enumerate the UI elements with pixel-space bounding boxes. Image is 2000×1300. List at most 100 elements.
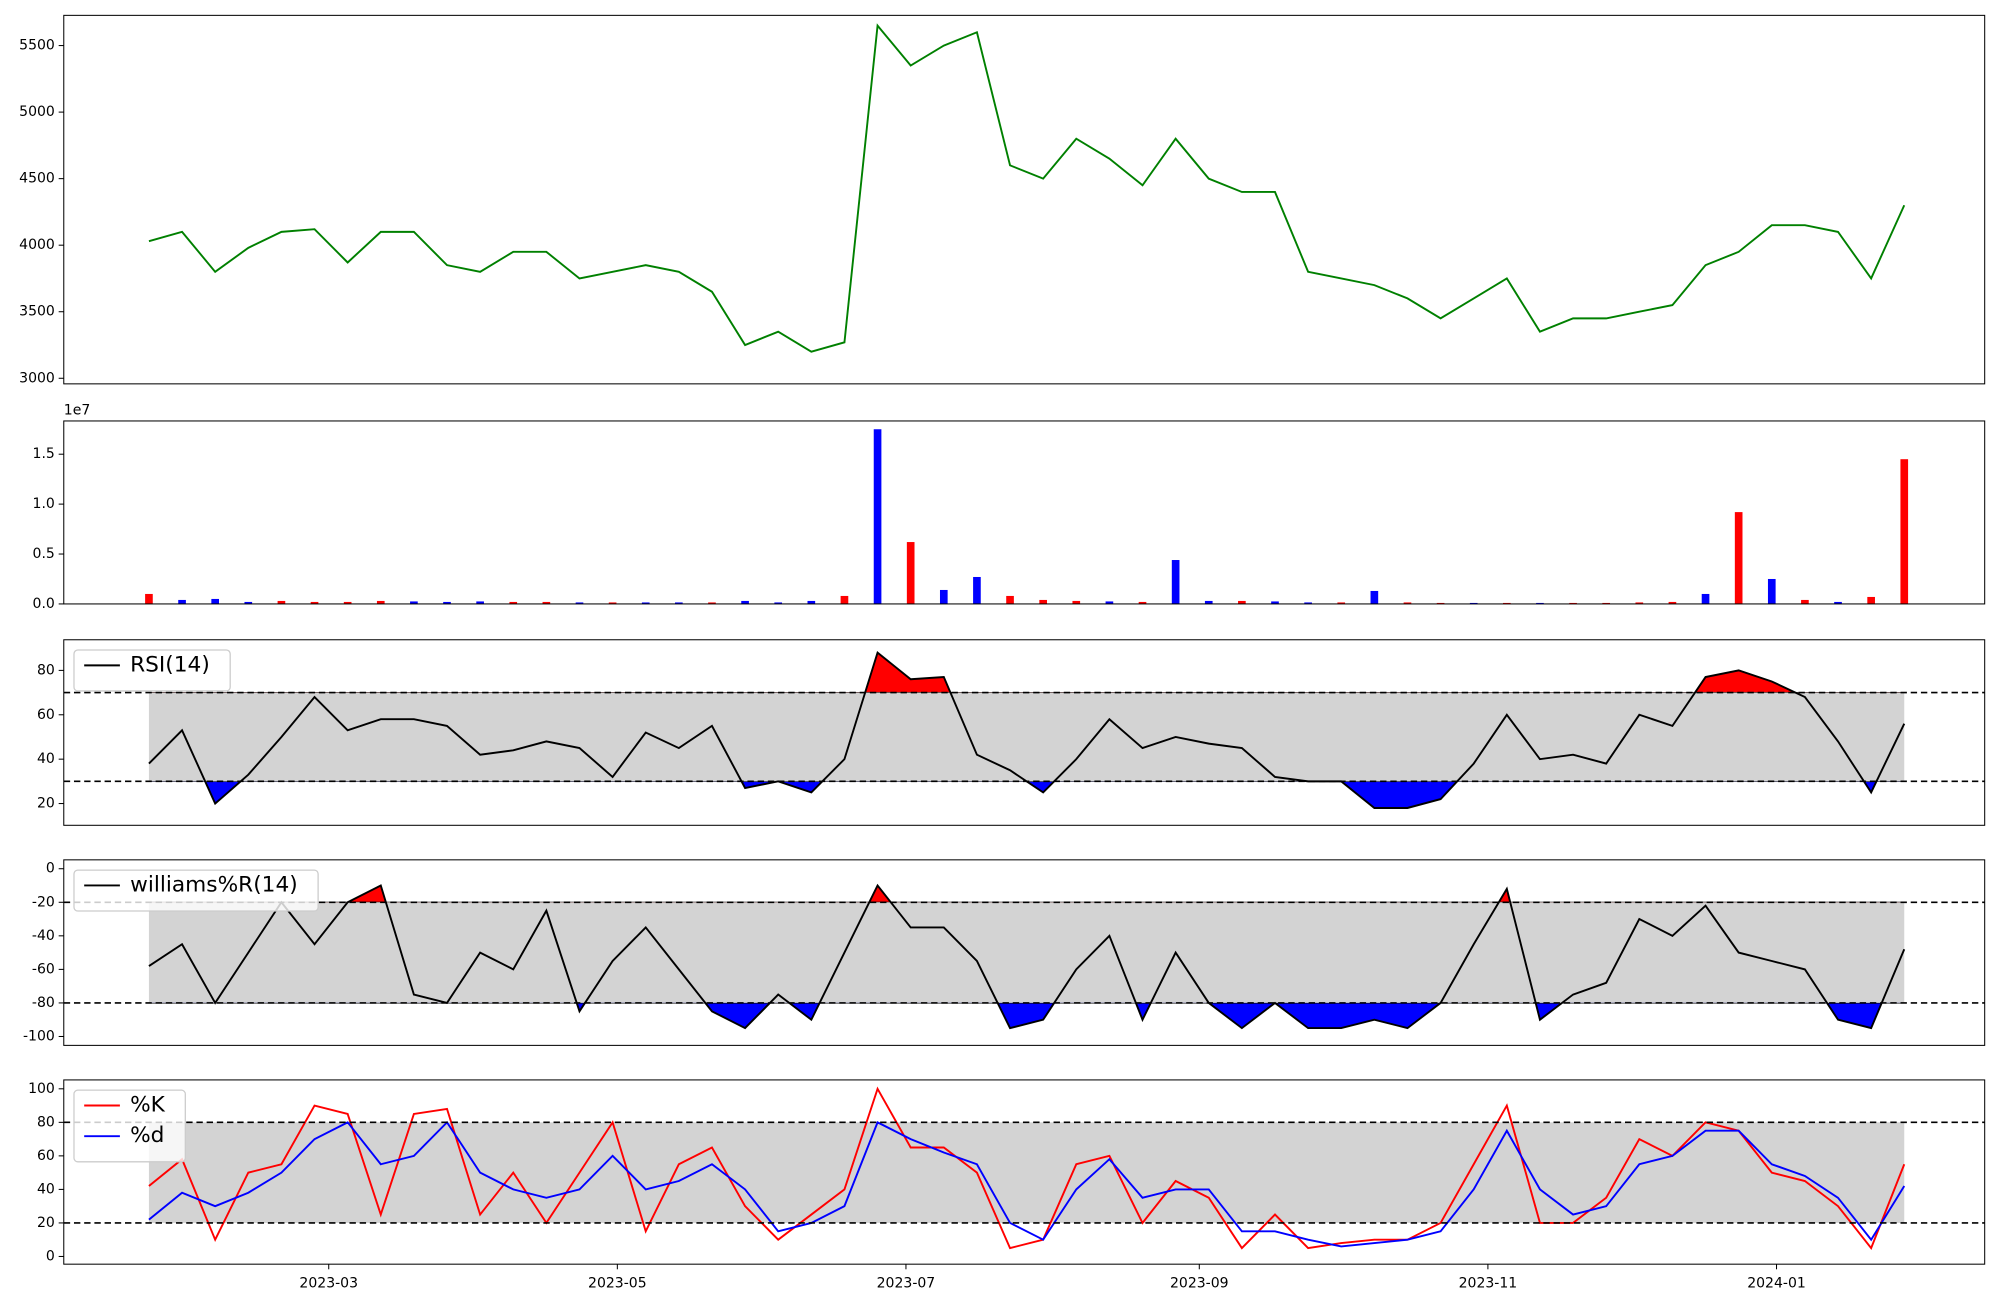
y-tick-label: 20 bbox=[37, 796, 55, 812]
band bbox=[148, 692, 1905, 782]
y-tick-label: -40 bbox=[32, 928, 55, 944]
bar bbox=[178, 599, 186, 604]
bar bbox=[1734, 512, 1743, 604]
x-tick-label: 2023-09 bbox=[1170, 1275, 1229, 1291]
panel: 20 40 60 80 RSI(14) bbox=[37, 639, 1986, 826]
band bbox=[148, 1122, 1905, 1223]
bar bbox=[1072, 600, 1081, 604]
bar bbox=[973, 576, 981, 604]
bar bbox=[1767, 578, 1776, 604]
x-tick-label: 2023-03 bbox=[299, 1275, 358, 1291]
frame bbox=[63, 1079, 1986, 1265]
y-tick-label: 80 bbox=[37, 1114, 55, 1130]
bar bbox=[476, 601, 484, 604]
bar bbox=[641, 602, 650, 604]
bar bbox=[1834, 601, 1842, 604]
bar bbox=[145, 593, 153, 604]
bar bbox=[840, 595, 849, 604]
y-tick-label: 5000 bbox=[19, 104, 55, 120]
line bbox=[148, 1120, 1906, 1248]
lower-fill bbox=[148, 1002, 1905, 1029]
y-tick-label: 0.5 bbox=[33, 546, 55, 562]
bar bbox=[807, 600, 816, 604]
bar bbox=[410, 601, 418, 604]
bar bbox=[310, 601, 319, 604]
bar bbox=[443, 601, 451, 604]
bar bbox=[277, 600, 286, 604]
bar bbox=[1304, 602, 1312, 604]
frame bbox=[63, 14, 1986, 385]
y-tick-label: 20 bbox=[37, 1215, 55, 1231]
bar bbox=[509, 601, 518, 604]
bar bbox=[1138, 601, 1147, 604]
bar bbox=[675, 602, 683, 604]
bar bbox=[1171, 560, 1180, 604]
legend-label: %d bbox=[130, 1123, 164, 1148]
panel: 0.0 0.5 1.0 1.5 1e7 bbox=[33, 403, 1986, 612]
panel: 0 -20 -40 -60 -80 -100 williams%R(14) bbox=[23, 859, 1986, 1046]
panel: 3000 3500 4000 4500 5000 5500 bbox=[19, 14, 1986, 386]
line bbox=[148, 1086, 1906, 1250]
bar bbox=[244, 601, 253, 604]
bar bbox=[1105, 601, 1114, 604]
y-tick-label: 3000 bbox=[19, 370, 55, 386]
y-tick-label: 40 bbox=[37, 751, 55, 767]
frame bbox=[63, 859, 1986, 1046]
legend: RSI(14) bbox=[73, 649, 231, 692]
bar bbox=[211, 598, 220, 604]
y-tick-label: 4000 bbox=[19, 237, 55, 253]
y-tick-label: 0 bbox=[46, 1248, 55, 1264]
bar bbox=[1701, 593, 1710, 604]
offset-label: 1e7 bbox=[64, 403, 90, 419]
bar bbox=[1204, 600, 1213, 604]
legend-label: williams%R(14) bbox=[130, 872, 298, 897]
bar bbox=[1238, 600, 1246, 604]
y-tick-label: 1.0 bbox=[33, 496, 55, 512]
y-tick-label: 3500 bbox=[19, 304, 55, 320]
bar bbox=[741, 600, 749, 604]
y-tick-label: 80 bbox=[37, 662, 55, 678]
x-tick-label: 2023-07 bbox=[877, 1275, 936, 1291]
y-tick-label: -100 bbox=[23, 1028, 55, 1044]
legend-box bbox=[73, 1089, 186, 1163]
band bbox=[148, 902, 1905, 1003]
y-tick-label: -20 bbox=[32, 894, 55, 910]
bar bbox=[1370, 590, 1379, 604]
y-tick-label: 0 bbox=[46, 861, 55, 877]
bar bbox=[939, 589, 948, 604]
y-tick-label: 4500 bbox=[19, 171, 55, 187]
bar bbox=[774, 602, 783, 604]
frame bbox=[63, 420, 1986, 605]
y-tick-label: 0.0 bbox=[33, 596, 55, 612]
y-tick-label: -60 bbox=[32, 961, 55, 977]
bar bbox=[1867, 596, 1875, 604]
legend-box bbox=[73, 649, 231, 692]
x-tick-label: 2024-01 bbox=[1747, 1275, 1806, 1291]
bar bbox=[873, 429, 882, 604]
panel: 0 20 40 60 80 100 %K %d 2023-03 2023-05 2023-07 202… bbox=[28, 1079, 1986, 1291]
y-tick-label: 60 bbox=[37, 1148, 55, 1164]
frame bbox=[63, 639, 1986, 826]
bar bbox=[1668, 601, 1677, 604]
bar bbox=[1039, 599, 1047, 604]
bar bbox=[906, 542, 915, 604]
legend: williams%R(14) bbox=[73, 869, 319, 912]
y-tick-label: 1.5 bbox=[33, 446, 55, 462]
upper-fill bbox=[148, 651, 1905, 693]
bar bbox=[376, 600, 385, 604]
y-tick-label: -80 bbox=[32, 995, 55, 1011]
x-tick-label: 2023-05 bbox=[588, 1275, 647, 1291]
legend-box bbox=[73, 869, 319, 912]
legend: %K %d bbox=[73, 1089, 186, 1163]
bar bbox=[1271, 601, 1279, 604]
bar bbox=[1006, 595, 1014, 604]
bar bbox=[1403, 602, 1412, 604]
bar bbox=[1337, 602, 1346, 604]
legend-label: %K bbox=[130, 1092, 166, 1117]
bar bbox=[343, 601, 352, 604]
y-tick-label: 100 bbox=[28, 1081, 55, 1097]
line bbox=[148, 883, 1906, 1030]
bar bbox=[708, 602, 716, 604]
